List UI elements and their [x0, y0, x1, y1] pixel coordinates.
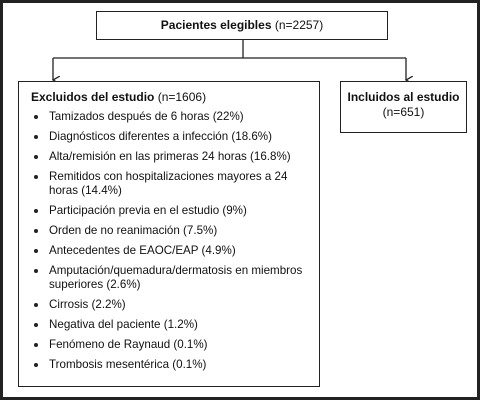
exclusion-item: Tamizados después de 6 horas (22%) [31, 110, 309, 124]
item-text: Alta/remisión en las primeras 24 horas (… [49, 150, 291, 163]
node-count: (n=1606) [157, 90, 207, 104]
bullet [34, 155, 38, 159]
bullet [34, 303, 38, 307]
exclusion-item: Alta/remisión en las primeras 24 horas (… [31, 150, 309, 164]
bullet [34, 249, 38, 253]
bullet [34, 323, 38, 327]
bullet [34, 115, 38, 119]
included-box: Incluidos al estudio (n=651) [340, 81, 467, 133]
bullet [34, 175, 38, 179]
node-label: Pacientes elegibles [160, 18, 272, 32]
exclusion-item: Remitidos con hospitalizaciones mayores … [31, 170, 309, 198]
item-text: Antecedentes de EAOC/EAP (4.9%) [49, 244, 236, 257]
bullet [34, 343, 38, 347]
exclusion-item: Trombosis mesentérica (0.1%) [31, 358, 309, 372]
eligible-box: Pacientes elegibles (n=2257) [96, 11, 388, 40]
exclusion-item: Fenómeno de Raynaud (0.1%) [31, 338, 309, 352]
exclusion-item: Negativa del paciente (1.2%) [31, 318, 309, 332]
node-label: Incluidos al estudio [347, 90, 460, 104]
exclusion-item: Diagnósticos diferentes a infección (18.… [31, 130, 309, 144]
bullet [34, 135, 38, 139]
exclusion-item: Antecedentes de EAOC/EAP (4.9%) [31, 244, 309, 258]
item-text: Remitidos con hospitalizaciones mayores … [49, 170, 288, 197]
exclusion-item: Orden de no reanimación (7.5%) [31, 224, 309, 238]
item-text: Participación previa en el estudio (9%) [49, 204, 247, 217]
item-text: Negativa del paciente (1.2%) [49, 318, 198, 331]
bullet [34, 229, 38, 233]
item-text: Tamizados después de 6 horas (22%) [49, 110, 244, 123]
node-count: (n=2257) [274, 18, 324, 32]
item-text: Orden de no reanimación (7.5%) [49, 224, 218, 237]
connectors [3, 40, 480, 403]
bullet [34, 209, 38, 213]
exclusion-list: Tamizados después de 6 horas (22%) Diagnó… [31, 110, 309, 372]
item-text: Cirrosis (2.2%) [49, 298, 126, 311]
exclusion-item: Amputación/quemadura/dermatosis en miemb… [31, 264, 309, 292]
bullet [34, 363, 38, 367]
exclusion-item: Cirrosis (2.2%) [31, 298, 309, 312]
node-count: (n=651) [382, 105, 425, 119]
node-label: Excluidos del estudio [31, 90, 155, 104]
exclusion-item: Participación previa en el estudio (9%) [31, 204, 309, 218]
item-text: Diagnósticos diferentes a infección (18.… [49, 130, 272, 143]
item-text: Fenómeno de Raynaud (0.1%) [49, 338, 208, 351]
item-text: Amputación/quemadura/dermatosis en miemb… [49, 264, 303, 291]
excluded-box: Excluidos del estudio (n=1606) Tamizados… [18, 81, 320, 387]
bullet [34, 269, 38, 273]
item-text: Trombosis mesentérica (0.1%) [49, 358, 207, 371]
